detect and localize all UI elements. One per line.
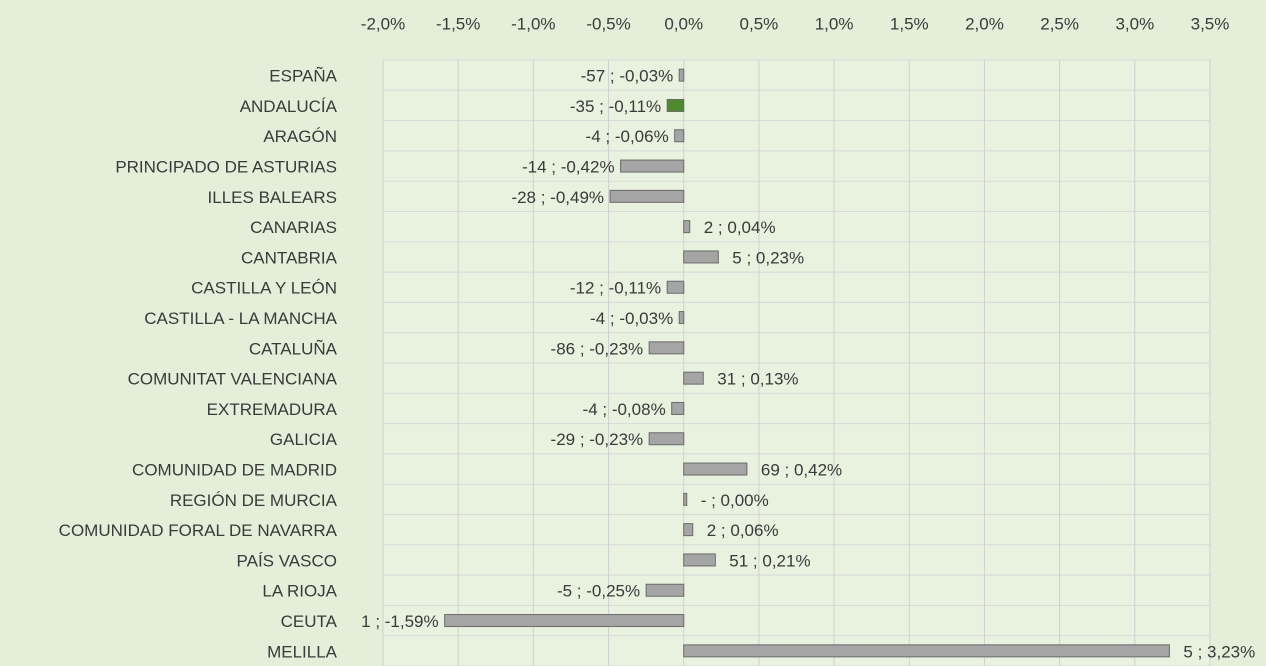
bar	[648, 432, 685, 446]
bar	[683, 492, 688, 506]
y-tick-label: PRINCIPADO DE ASTURIAS	[115, 158, 337, 177]
data-label: 5 ; 0,23%	[732, 248, 804, 267]
bar	[678, 311, 685, 325]
y-tick-label: COMUNIDAD FORAL DE NAVARRA	[59, 521, 338, 540]
x-tick-label: 3,5%	[1191, 14, 1230, 33]
data-label: 2 ; 0,06%	[707, 521, 779, 540]
bar	[683, 644, 1170, 658]
data-label: -4 ; -0,08%	[583, 400, 666, 419]
y-tick-label: COMUNITAT VALENCIANA	[128, 370, 338, 389]
y-tick-label: MELILLA	[267, 642, 338, 661]
y-tick-label: CANARIAS	[250, 218, 337, 237]
bar	[666, 98, 685, 112]
x-tick-label: 0,5%	[740, 14, 779, 33]
x-tick-label: -1,5%	[436, 14, 480, 33]
bar	[620, 159, 685, 173]
y-tick-label: CEUTA	[281, 612, 338, 631]
x-tick-label: 2,5%	[1040, 14, 1079, 33]
data-label: -86 ; -0,23%	[551, 339, 644, 358]
bar	[678, 68, 685, 82]
bar	[444, 614, 685, 628]
data-label: -35 ; -0,11%	[570, 97, 661, 116]
bar	[683, 553, 716, 567]
x-tick-label: 1,5%	[890, 14, 929, 33]
y-tick-label: EXTREMADURA	[207, 400, 338, 419]
data-label: 69 ; 0,42%	[761, 461, 842, 480]
x-tick-label: 0,0%	[664, 14, 703, 33]
y-tick-label: GALICIA	[270, 430, 338, 449]
y-tick-label: LA RIOJA	[262, 582, 337, 601]
y-tick-label: CASTILLA Y LEÓN	[191, 279, 337, 298]
data-label: -4 ; -0,03%	[590, 309, 673, 328]
data-label: 2 ; 0,04%	[704, 218, 776, 237]
bar	[683, 220, 691, 234]
y-tick-label: CATALUÑA	[249, 339, 338, 358]
y-tick-label: PAÍS VASCO	[237, 551, 337, 570]
bar	[645, 583, 685, 597]
bar	[648, 341, 685, 355]
x-tick-label: 2,0%	[965, 14, 1004, 33]
y-tick-label: ARAGÓN	[263, 127, 337, 146]
x-tick-label: 1,0%	[815, 14, 854, 33]
x-tick-label: 3,0%	[1115, 14, 1154, 33]
y-tick-label: ANDALUCÍA	[240, 97, 338, 116]
bar	[671, 401, 685, 415]
y-tick-label: CASTILLA - LA MANCHA	[144, 309, 337, 328]
y-tick-label: ILLES BALEARS	[208, 188, 337, 207]
bar	[683, 250, 719, 264]
data-label: 31 ; 0,13%	[717, 370, 798, 389]
bar	[674, 129, 685, 143]
bar	[609, 189, 685, 203]
data-label: -12 ; -0,11%	[570, 279, 661, 298]
data-label: -14 ; -0,42%	[522, 158, 615, 177]
data-label: -28 ; -0,49%	[511, 188, 604, 207]
bar	[683, 523, 694, 537]
data-label: 51 ; 0,21%	[729, 551, 810, 570]
x-tick-label: -1,0%	[511, 14, 555, 33]
y-tick-label: CANTABRIA	[241, 248, 338, 267]
data-label: -57 ; -0,03%	[581, 67, 674, 86]
data-label: 1 ; -1,59%	[361, 612, 439, 631]
data-label: - ; 0,00%	[701, 491, 769, 510]
data-label: 5 ; 3,23%	[1183, 642, 1255, 661]
data-label: -4 ; -0,06%	[586, 127, 669, 146]
x-tick-label: -0,5%	[586, 14, 630, 33]
y-tick-label: ESPAÑA	[269, 67, 337, 86]
data-label: -5 ; -0,25%	[557, 582, 640, 601]
bar	[666, 280, 685, 294]
y-tick-label: COMUNIDAD DE MADRID	[132, 461, 337, 480]
y-tick-label: REGIÓN DE MURCIA	[170, 491, 338, 510]
bar	[683, 371, 704, 385]
data-label: -29 ; -0,23%	[551, 430, 644, 449]
x-tick-label: -2,0%	[361, 14, 405, 33]
bar	[683, 462, 748, 476]
